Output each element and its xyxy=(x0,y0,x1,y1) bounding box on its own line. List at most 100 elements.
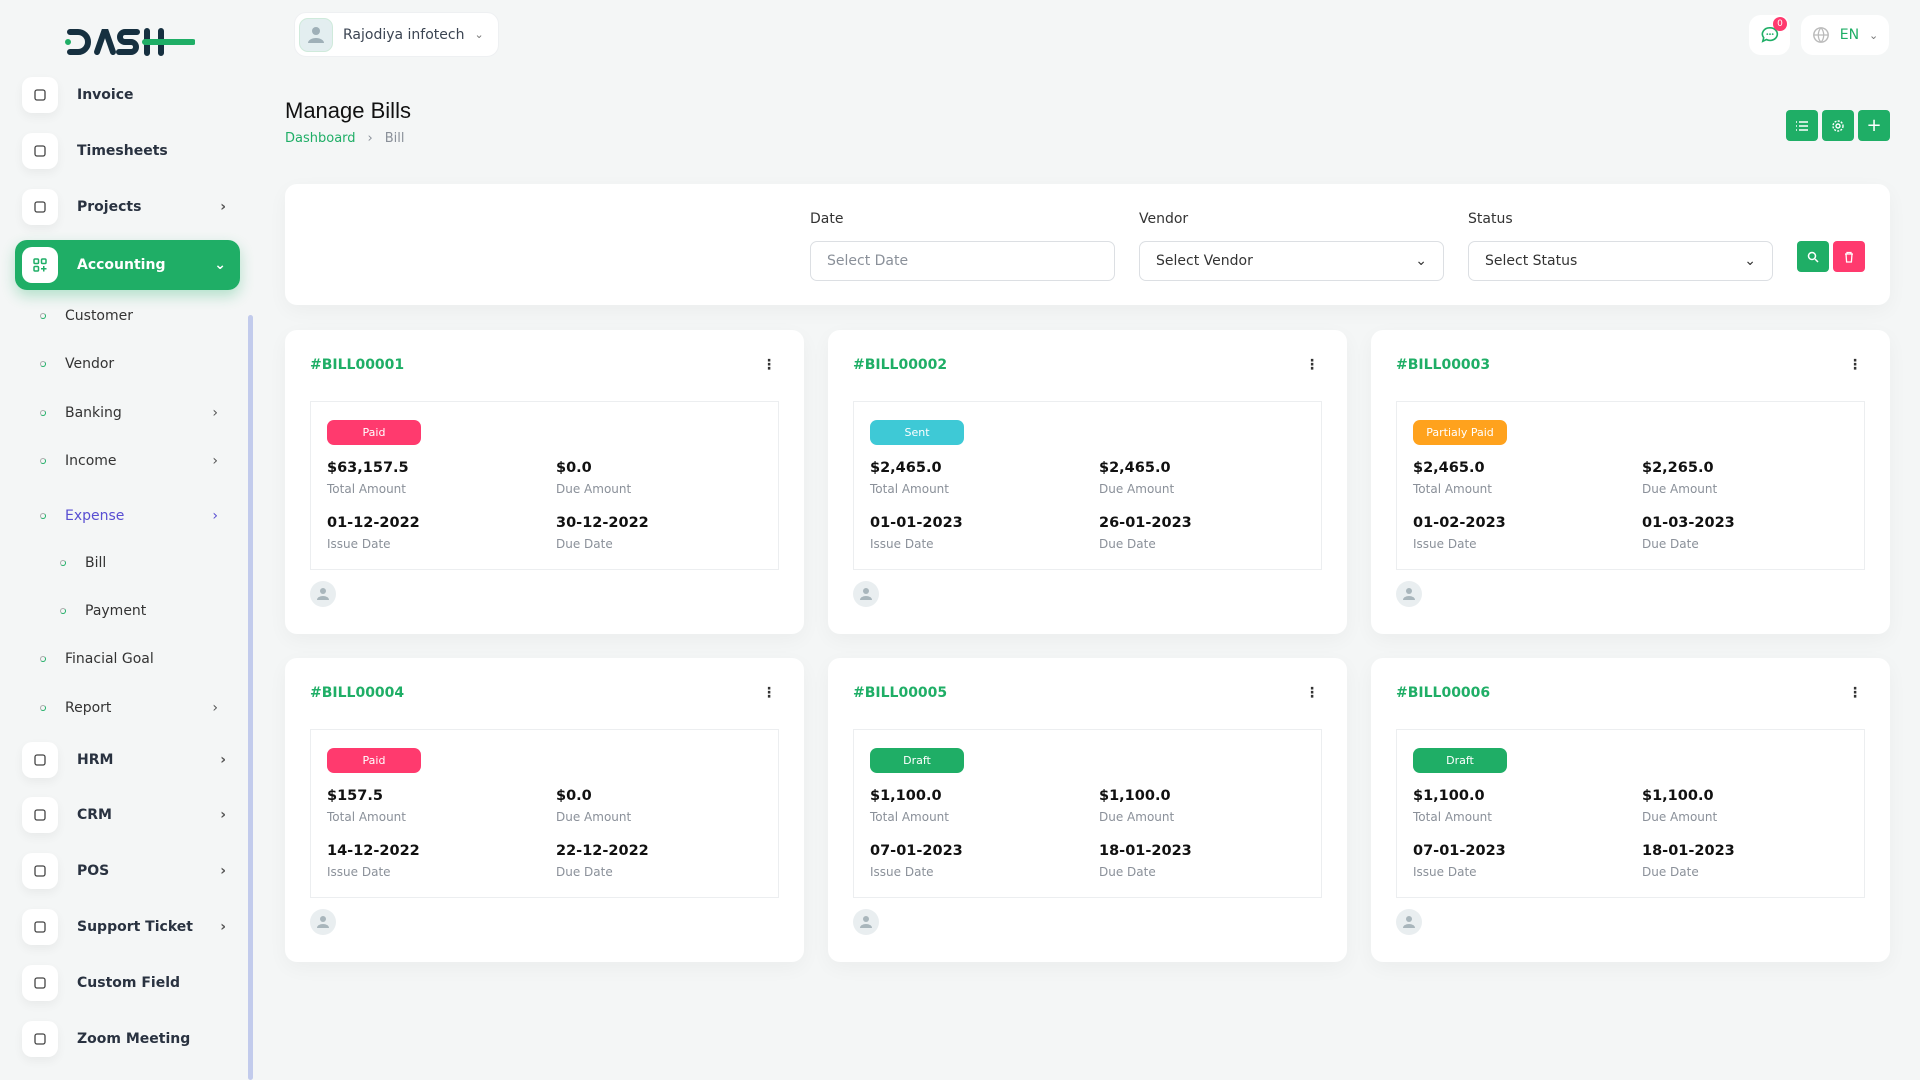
bill-summary: Paid $157.5 Total Amount $0.0 Due Amount… xyxy=(310,729,779,898)
breadcrumb-bill: Bill xyxy=(384,131,405,146)
sidebar-item-custom-field[interactable]: Custom Field xyxy=(22,963,240,1003)
due-date: 18-01-2023 xyxy=(1099,843,1192,859)
sidebar-item-projects[interactable]: Projects › xyxy=(22,187,240,227)
bill-number[interactable]: #BILL00006 xyxy=(1396,685,1491,701)
bill-number[interactable]: #BILL00003 xyxy=(1396,357,1491,373)
language-switcher[interactable]: EN ⌄ xyxy=(1801,15,1889,55)
sidebar-subitem-finacial-goal[interactable]: Finacial Goal xyxy=(40,647,230,671)
sidebar-item-invoice[interactable]: Invoice xyxy=(22,75,240,115)
total-amount: $2,465.0 xyxy=(870,460,942,476)
issue-date-label: Issue Date xyxy=(327,537,391,551)
chevron-right-icon: › xyxy=(212,700,218,716)
create-bill-button[interactable]: + xyxy=(1858,110,1890,141)
due-amount-label: Due Amount xyxy=(1642,810,1718,824)
vendor-value: Select Vendor xyxy=(1156,253,1253,269)
user-icon xyxy=(1403,916,1415,928)
total-amount-label: Total Amount xyxy=(1413,810,1492,824)
bill-number[interactable]: #BILL00005 xyxy=(853,685,948,701)
total-amount-label: Total Amount xyxy=(1413,482,1492,496)
status-badge: Sent xyxy=(870,420,964,445)
bill-summary: Sent $2,465.0 Total Amount $2,465.0 Due … xyxy=(853,401,1322,570)
sidebar-subitem-banking[interactable]: Banking › xyxy=(40,401,230,425)
sidebar-subitem-vendor[interactable]: Vendor xyxy=(40,352,230,376)
bill-number[interactable]: #BILL00001 xyxy=(310,357,405,373)
bill-card: #BILL00001 ⋮ Paid $63,157.5 Total Amount… xyxy=(285,330,804,634)
sidebar-subitem-customer[interactable]: Customer xyxy=(40,304,230,328)
sidebar-item-label: Customer xyxy=(65,308,134,324)
issue-date-label: Issue Date xyxy=(1413,865,1477,879)
sidebar-subitem-income[interactable]: Income › xyxy=(40,449,230,473)
sidebar-item-label: Custom Field xyxy=(77,975,181,991)
chevron-right-icon: › xyxy=(212,405,218,421)
company-switcher[interactable]: Rajodiya infotech ⌄ xyxy=(294,12,499,57)
sidebar-item-label: Support Ticket xyxy=(77,919,193,935)
vendor-select[interactable]: Select Vendor ⌄ xyxy=(1139,241,1444,281)
sidebar-subitem-expense[interactable]: Expense › xyxy=(40,504,230,528)
user-avatar xyxy=(853,909,879,935)
total-amount: $1,100.0 xyxy=(1413,788,1485,804)
date-label: Date xyxy=(810,211,844,227)
sidebar-item-label: Payment xyxy=(85,603,147,619)
more-options-icon[interactable]: ⋮ xyxy=(1305,357,1319,373)
chevron-right-icon: › xyxy=(220,863,226,879)
user-icon xyxy=(317,588,329,600)
search-button[interactable] xyxy=(1797,241,1829,272)
messages-button[interactable]: 0 xyxy=(1749,15,1790,55)
dash-logo[interactable] xyxy=(65,26,195,58)
due-amount: $1,100.0 xyxy=(1642,788,1714,804)
pos-icon xyxy=(22,853,58,889)
due-amount: $0.0 xyxy=(556,460,592,476)
due-date: 01-03-2023 xyxy=(1642,515,1735,531)
sidebar-subitem-bill[interactable]: Bill xyxy=(60,551,230,575)
bill-number[interactable]: #BILL00002 xyxy=(853,357,948,373)
sidebar-item-hrm[interactable]: HRM › xyxy=(22,740,240,780)
search-icon xyxy=(1807,251,1819,263)
due-amount: $1,100.0 xyxy=(1099,788,1171,804)
sidebar-item-zoom-meeting[interactable]: Zoom Meeting xyxy=(22,1019,240,1059)
bullet-icon xyxy=(40,458,46,464)
bullet-icon xyxy=(60,608,66,614)
bill-card: #BILL00004 ⋮ Paid $157.5 Total Amount $0… xyxy=(285,658,804,962)
status-badge: Paid xyxy=(327,420,421,445)
bullet-icon xyxy=(60,560,66,566)
reset-filter-button[interactable] xyxy=(1833,241,1865,272)
chevron-right-icon: › xyxy=(212,453,218,469)
issue-date: 07-01-2023 xyxy=(870,843,963,859)
breadcrumb-dashboard[interactable]: Dashboard xyxy=(285,131,356,146)
bullet-icon xyxy=(40,656,46,662)
status-select[interactable]: Select Status ⌄ xyxy=(1468,241,1773,281)
bullet-icon xyxy=(40,705,46,711)
chat-icon xyxy=(1761,26,1778,43)
sidebar-item-timesheets[interactable]: Timesheets xyxy=(22,131,240,171)
due-amount: $2,465.0 xyxy=(1099,460,1171,476)
bill-number[interactable]: #BILL00004 xyxy=(310,685,405,701)
settings-button[interactable] xyxy=(1822,110,1854,141)
sidebar-item-label: Invoice xyxy=(77,87,134,103)
sidebar-subitem-report[interactable]: Report › xyxy=(40,696,230,720)
sidebar-item-accounting[interactable]: Accounting ⌄ xyxy=(15,240,240,290)
sidebar-item-label: HRM xyxy=(77,752,114,768)
bill-card: #BILL00003 ⋮ Partialy Paid $2,465.0 Tota… xyxy=(1371,330,1890,634)
list-view-button[interactable] xyxy=(1786,110,1818,141)
chevron-down-icon: ⌄ xyxy=(1744,253,1756,269)
filter-panel: Date Select Date Vendor Select Vendor ⌄ S… xyxy=(285,184,1890,305)
file-icon xyxy=(22,77,58,113)
more-options-icon[interactable]: ⋮ xyxy=(1305,685,1319,701)
more-options-icon[interactable]: ⋮ xyxy=(1848,357,1862,373)
more-options-icon[interactable]: ⋮ xyxy=(1848,685,1862,701)
date-input[interactable]: Select Date xyxy=(810,241,1115,281)
sidebar-item-pos[interactable]: POS › xyxy=(22,851,240,891)
issue-date-label: Issue Date xyxy=(1413,537,1477,551)
more-options-icon[interactable]: ⋮ xyxy=(762,685,776,701)
bill-card: #BILL00006 ⋮ Draft $1,100.0 Total Amount… xyxy=(1371,658,1890,962)
sidebar-item-crm[interactable]: CRM › xyxy=(22,795,240,835)
sidebar-subitem-payment[interactable]: Payment xyxy=(60,599,230,623)
sidebar-item-support-ticket[interactable]: Support Ticket › xyxy=(22,907,240,947)
sidebar-scrollbar[interactable] xyxy=(248,315,253,1080)
video-icon xyxy=(22,1021,58,1057)
due-date: 26-01-2023 xyxy=(1099,515,1192,531)
sidebar-item-label: Vendor xyxy=(65,356,115,372)
more-options-icon[interactable]: ⋮ xyxy=(762,357,776,373)
sidebar-item-label: Banking xyxy=(65,405,122,421)
chevron-down-icon: ⌄ xyxy=(1415,253,1427,269)
